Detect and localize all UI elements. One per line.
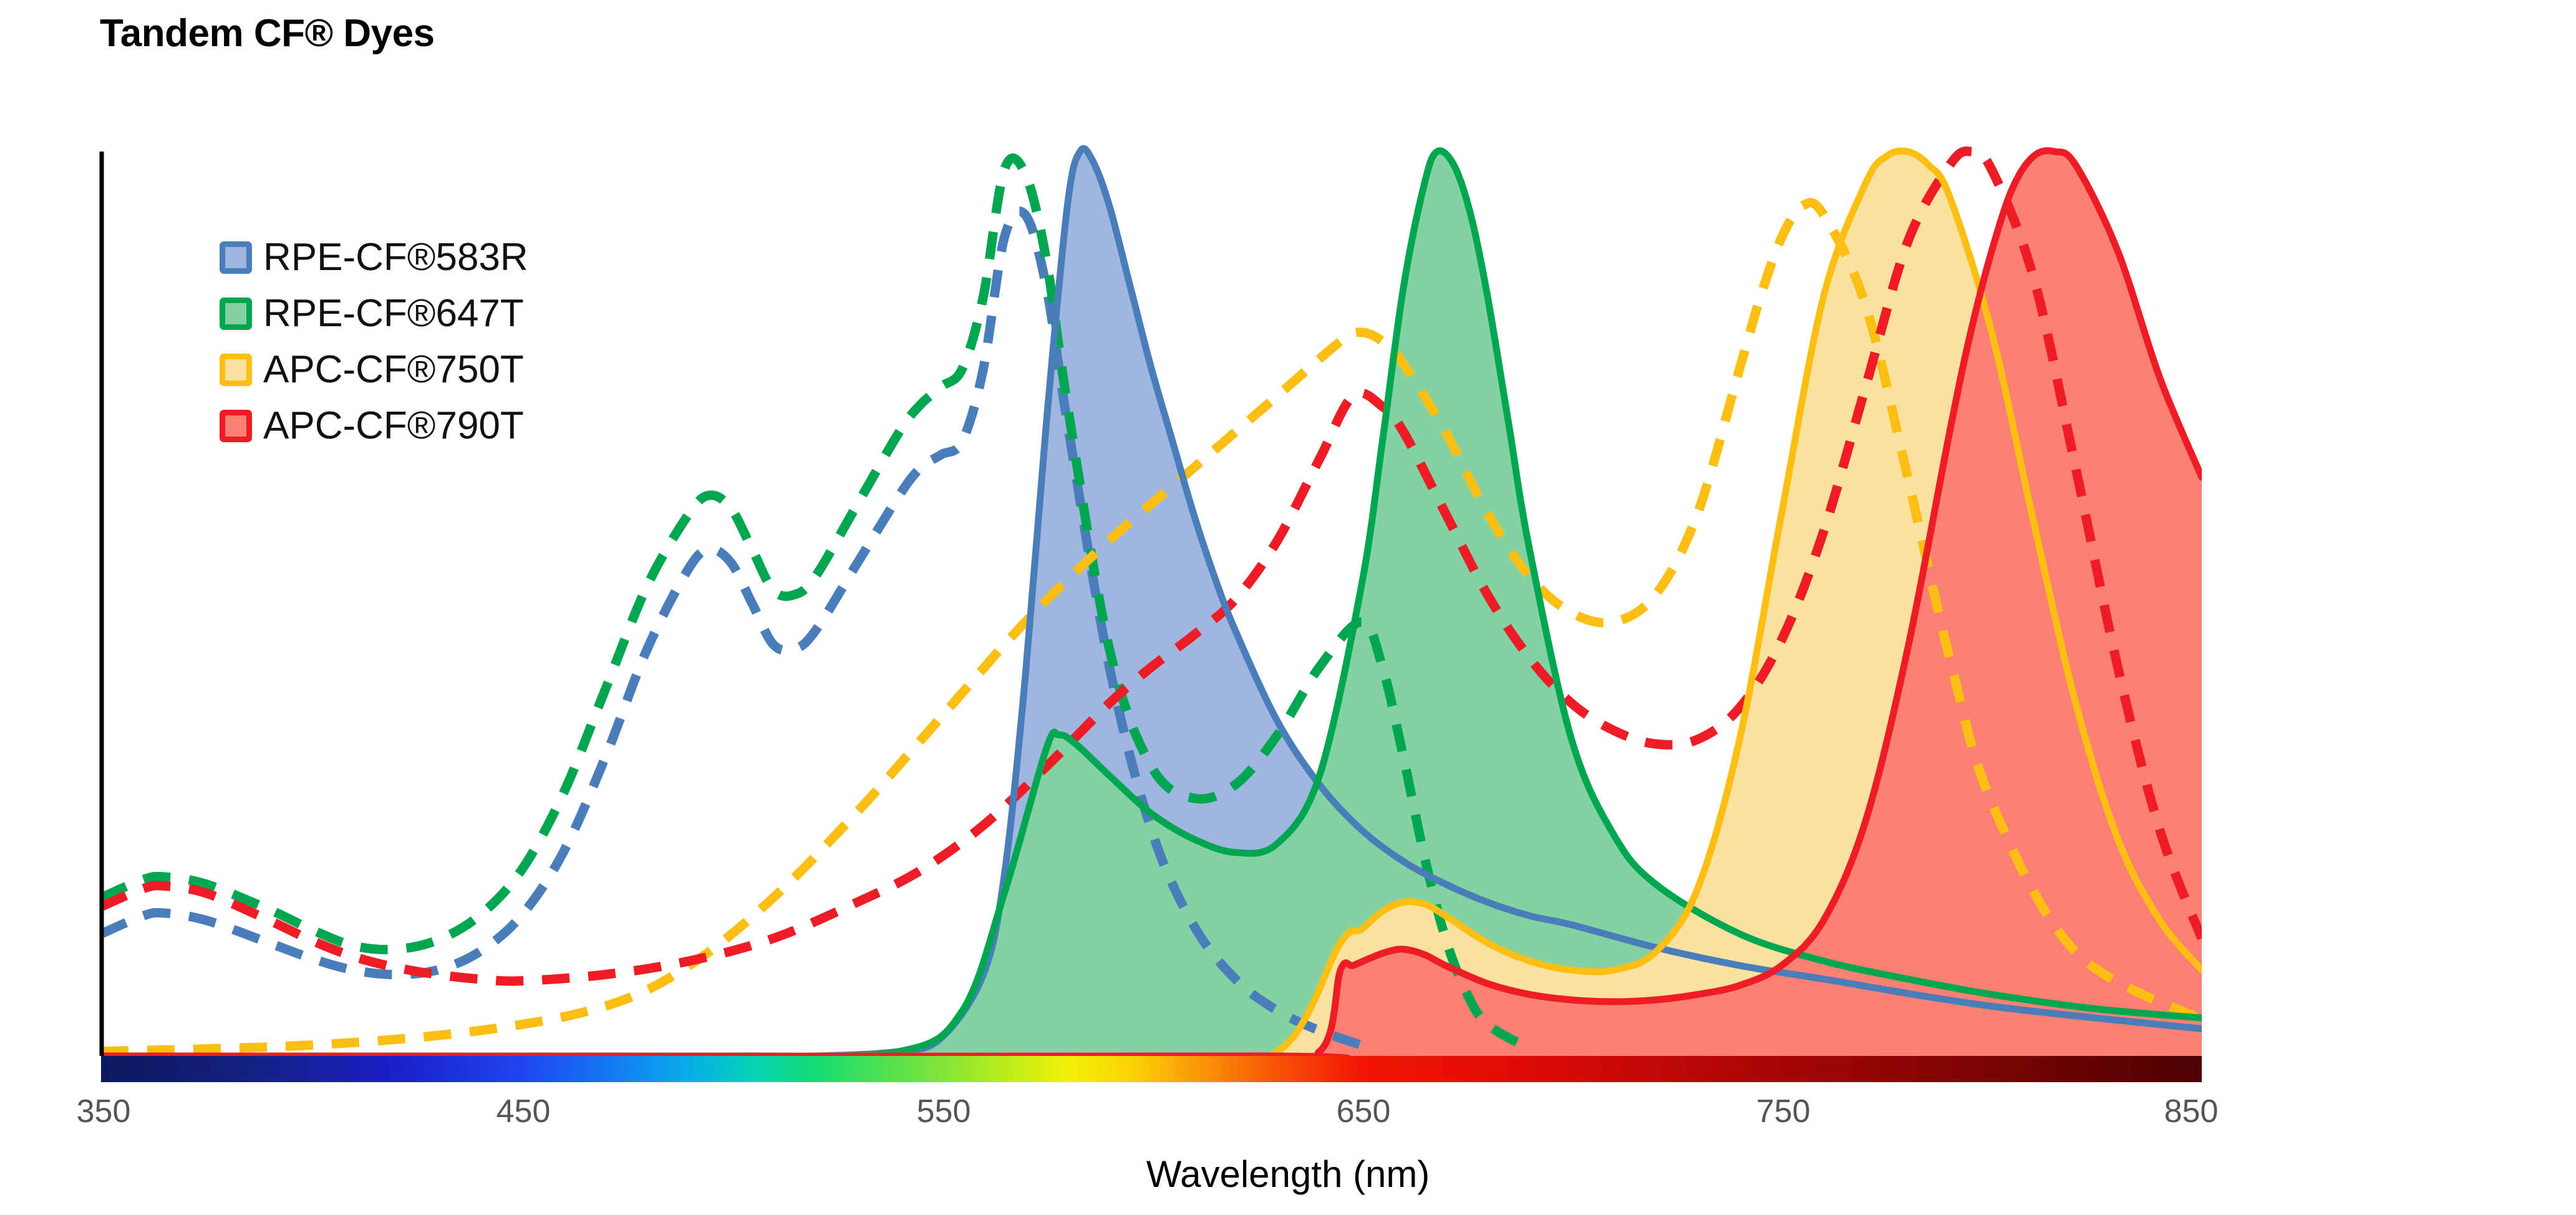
legend-swatch-rpe-cf583r [220,241,252,274]
emission-area-0 [101,148,2202,1057]
emission-area-1 [101,150,2202,1057]
excitation-line-2 [101,198,2202,1057]
emission-line-1 [101,147,2202,1057]
emission-line-3 [101,147,2202,1057]
legend-swatch-apc-cf750t [220,354,252,386]
legend-label-apc-cf790t: APC-CF®790T [263,404,524,447]
excitation-line-3 [101,146,2202,986]
legend-label-rpe-cf647t: RPE-CF®647T [263,292,524,335]
legend-swatch-rpe-cf647t [220,298,252,330]
x-tick-650: 650 [1336,1093,1391,1130]
page-title: Tandem CF® Dyes [100,12,435,55]
emission-area-3 [101,150,2202,1057]
visible-spectrum-bar [101,1056,2202,1082]
legend-swatch-apc-cf790t [220,410,252,442]
x-axis-title: Wavelength (nm) [1146,1153,1430,1195]
emission-fills-layer [101,148,2202,1057]
legend-item-apc-cf750t[interactable]: APC-CF®750T [220,348,528,392]
excitation-line-0 [101,206,1363,1050]
x-tick-850: 850 [2164,1093,2219,1130]
x-tick-750: 750 [1756,1093,1811,1130]
legend-label-rpe-cf583r: RPE-CF®583R [263,236,528,279]
legend-label-apc-cf750t: APC-CF®750T [263,348,524,391]
legend-item-rpe-cf583r[interactable]: RPE-CF®583R [220,236,528,279]
x-tick-350: 350 [76,1093,131,1130]
emission-line-2 [101,147,2202,1057]
x-tick-450: 450 [496,1093,551,1130]
x-tick-550: 550 [916,1093,971,1130]
legend-item-rpe-cf647t[interactable]: RPE-CF®647T [220,292,528,336]
legend: RPE-CF®583R RPE-CF®647T APC-CF®750T APC-… [220,236,528,448]
legend-item-apc-cf790t[interactable]: APC-CF®790T [220,404,528,448]
